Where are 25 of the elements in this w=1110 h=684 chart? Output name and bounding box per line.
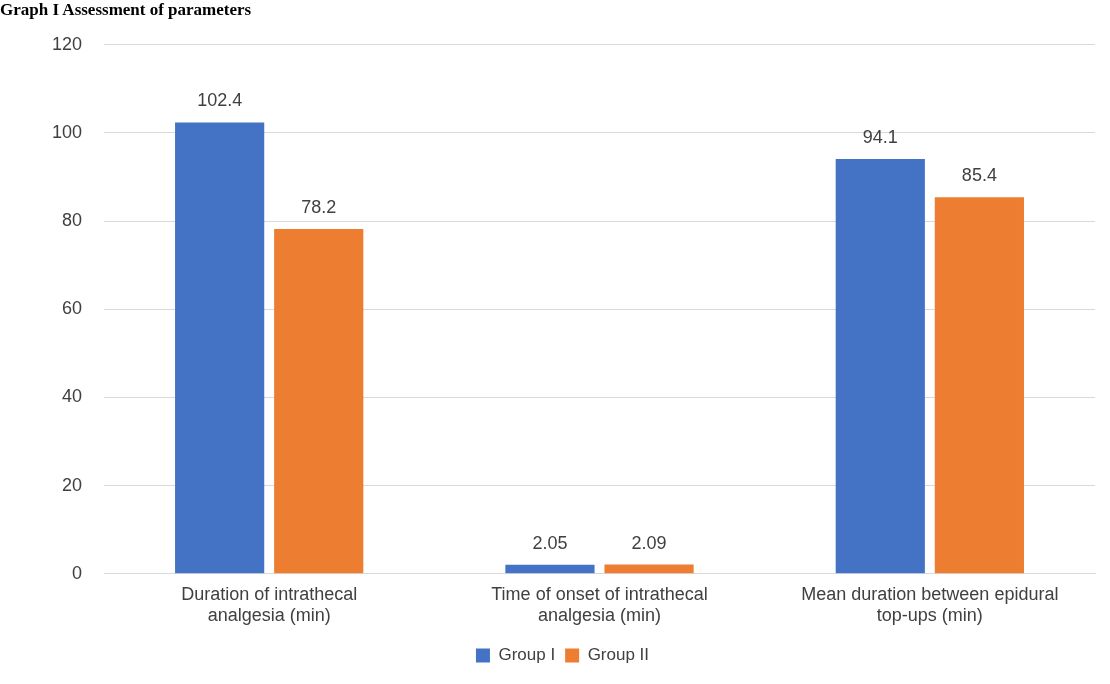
data-label: 102.4 [197,90,243,111]
y-tick-label: 40 [62,386,83,407]
data-label: 94.1 [862,126,898,147]
data-label: 2.05 [532,532,568,553]
y-tick-label: 60 [62,298,83,319]
y-tick-label: 0 [72,562,83,583]
y-tick-label: 100 [51,121,83,142]
bar [505,564,595,574]
chart-title: Graph I Assessment of parameters [0,0,252,20]
data-label: 78.2 [301,197,337,218]
y-tick-label: 20 [62,474,83,495]
data-label: 2.09 [631,532,667,553]
bar [604,564,694,574]
bar [175,122,265,574]
bar [274,229,364,574]
legend-label: Group II [587,645,650,665]
x-tick-label: Duration of intrathecal analgesia (min) [181,583,358,626]
x-tick-label: Mean duration between epidural top-ups (min) [801,583,1059,626]
x-tick-label: Time of onset of intrathecal analgesia (min) [491,583,708,626]
data-label: 85.4 [961,165,997,186]
bar [835,158,925,574]
y-tick-label: 120 [51,33,83,54]
legend-label: Group I [498,645,556,665]
y-tick-label: 80 [62,210,83,231]
bar [934,197,1024,574]
